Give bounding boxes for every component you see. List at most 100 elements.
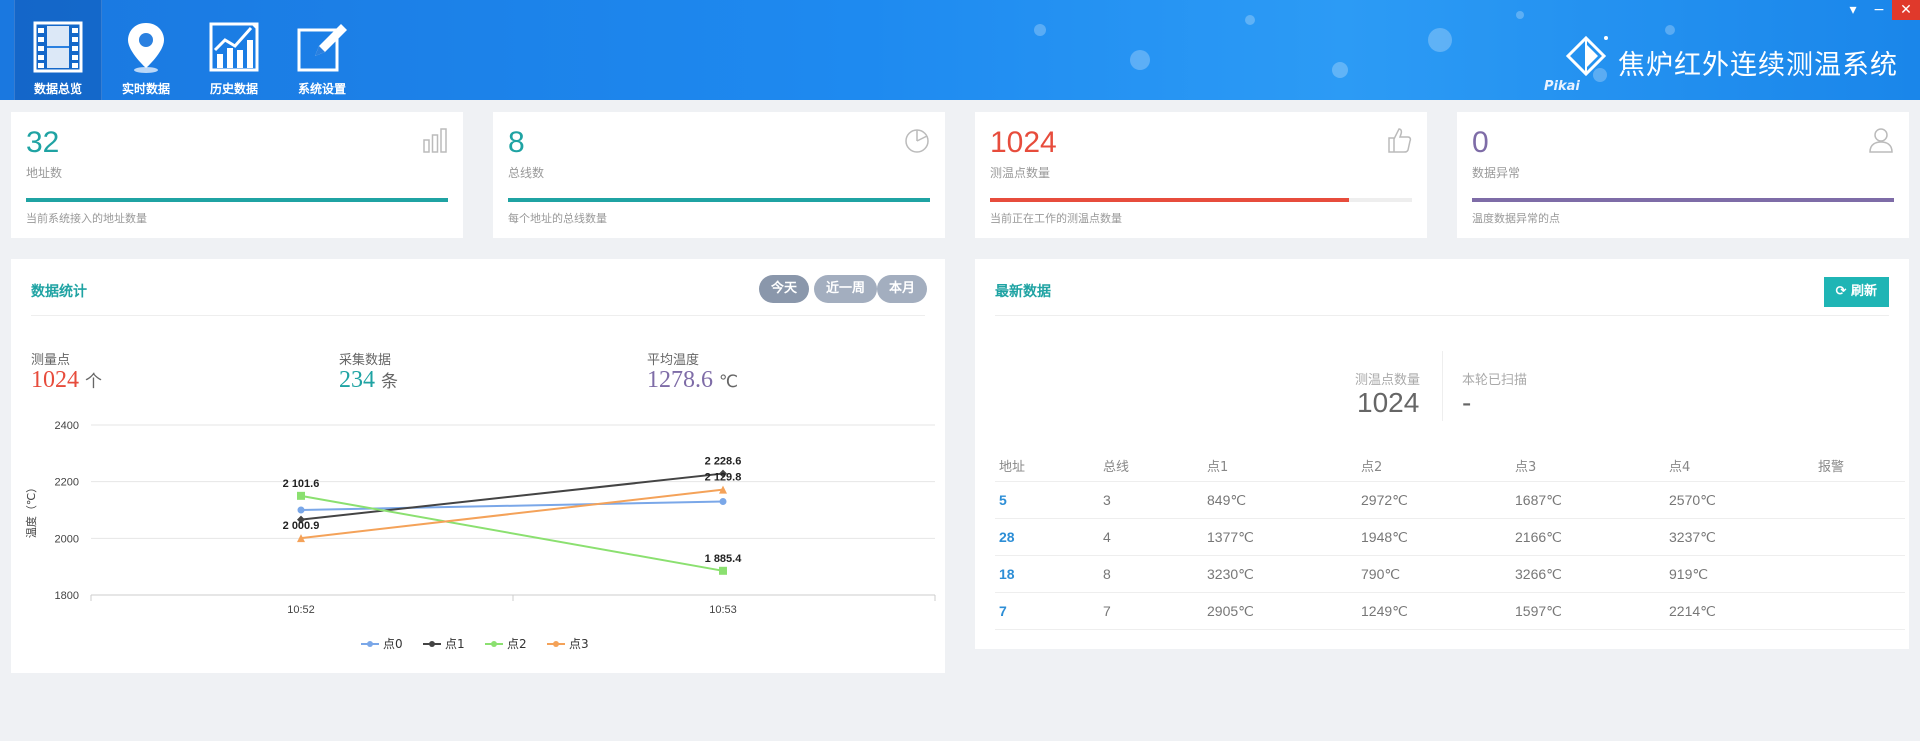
- col-header: 点4: [1665, 449, 1814, 482]
- today-button[interactable]: 今天: [758, 275, 809, 303]
- stat-card-anomaly: 0 数据异常 温度数据异常的点: [1457, 112, 1909, 238]
- y-tick-label: 2000: [55, 533, 79, 545]
- brand-sub: Pikai: [1544, 79, 1580, 94]
- col-header: 地址: [995, 449, 1099, 482]
- data-point: [719, 469, 727, 478]
- window-controls: ▾ − ✕: [1840, 0, 1920, 20]
- kpi-label: 采集数据: [339, 353, 392, 368]
- legend-item[interactable]: 点1: [423, 635, 465, 652]
- legend-item[interactable]: 点0: [361, 635, 403, 652]
- stat-label: 总线数: [508, 166, 545, 180]
- legend-swatch: [485, 640, 503, 647]
- address-link[interactable]: 7: [995, 592, 1099, 630]
- col-header: 点1: [1203, 449, 1357, 482]
- series-line-2: [300, 494, 724, 572]
- table-cell: 7: [1099, 592, 1203, 630]
- kpi-value: 1278.6 ℃: [647, 367, 738, 394]
- close-button[interactable]: ✕: [1892, 0, 1920, 20]
- stat-card-address: 32 地址数 当前系统接入的地址数量: [11, 112, 463, 238]
- thumbs-up-icon: [1388, 128, 1412, 153]
- table-cell: 2570℃: [1665, 481, 1814, 519]
- data-label: 2 000.9: [283, 520, 320, 532]
- edit-icon: [297, 24, 347, 72]
- divider: [31, 315, 925, 316]
- nav-system-settings[interactable]: 系统设置: [278, 0, 366, 100]
- table-cell: 919℃: [1665, 555, 1814, 593]
- table-cell: 3237℃: [1665, 518, 1814, 556]
- nav-history-data[interactable]: 历史数据: [190, 0, 278, 100]
- stat-value: 8: [508, 126, 525, 159]
- nav-label: 数据总览: [33, 82, 82, 96]
- table-cell: 3266℃: [1511, 555, 1665, 593]
- stat-value: 1024: [990, 126, 1057, 159]
- chart-legend: 点0 点1 点2 点3: [361, 635, 661, 651]
- stat-desc: 温度数据异常的点: [1472, 212, 1560, 225]
- panel-title: 最新数据: [995, 284, 1051, 300]
- series-line-3: [300, 488, 724, 540]
- legend-item[interactable]: 点2: [485, 635, 527, 652]
- app-title: 焦炉红外连续测温系统: [1618, 49, 1898, 81]
- legend-label: 点0: [383, 637, 403, 651]
- table-cell: [1814, 518, 1905, 556]
- stats-panel: 数据统计 今天 近一周 本月 测量点 1024 个 采集数据 234 条 平均温度 …: [11, 259, 945, 673]
- data-label: 2 101.6: [283, 478, 320, 490]
- table-cell: 8: [1099, 555, 1203, 593]
- series-line-1: [300, 472, 724, 521]
- data-label: 1 885.4: [705, 553, 743, 565]
- divider: [995, 315, 1889, 316]
- y-tick-label: 1800: [55, 590, 79, 602]
- legend-swatch: [361, 640, 379, 647]
- progress-fill: [508, 198, 930, 202]
- table-cell: 790℃: [1357, 555, 1511, 593]
- table-row: 28 4 1377℃ 1948℃ 2166℃ 3237℃: [995, 518, 1905, 556]
- address-link[interactable]: 18: [995, 555, 1099, 593]
- refresh-label: 刷新: [1850, 284, 1877, 299]
- month-button[interactable]: 本月: [876, 275, 927, 303]
- data-point: [297, 534, 305, 543]
- nav-label: 系统设置: [297, 82, 346, 96]
- main-nav: 数据总览 实时数据 历史数据 系统设置: [14, 0, 366, 100]
- kpi-unit: 条: [381, 372, 398, 392]
- data-point: [719, 498, 727, 505]
- progress-bar: [1472, 198, 1894, 202]
- col-header: 总线: [1099, 449, 1203, 482]
- summary-value: 1024: [1357, 387, 1420, 418]
- y-tick-label: 2200: [55, 477, 79, 489]
- menu-button[interactable]: ▾: [1849, 2, 1857, 18]
- kpi-unit: ℃: [719, 372, 739, 392]
- address-link[interactable]: 5: [995, 481, 1099, 519]
- bar-chart-icon: [423, 128, 447, 153]
- legend-item[interactable]: 点3: [547, 635, 589, 652]
- table-cell: 1597℃: [1511, 592, 1665, 630]
- progress-fill: [1472, 198, 1894, 202]
- brand: Pikai 焦炉红外连续测温系统: [1544, 34, 1898, 94]
- y-axis-label: 温度（℃）: [24, 482, 38, 538]
- table-cell: 2972℃: [1357, 481, 1511, 519]
- refresh-button[interactable]: ⟳ 刷新: [1823, 277, 1889, 307]
- stat-label: 地址数: [26, 166, 63, 180]
- progress-fill: [26, 198, 448, 202]
- brand-logo: Pikai: [1544, 34, 1614, 94]
- table-cell: [1814, 592, 1905, 630]
- data-point: [719, 485, 727, 494]
- address-link[interactable]: 28: [995, 518, 1099, 556]
- nav-realtime-data[interactable]: 实时数据: [102, 0, 190, 100]
- table-cell: 3: [1099, 481, 1203, 519]
- week-button[interactable]: 近一周: [813, 275, 877, 303]
- summary-divider: [1442, 351, 1443, 421]
- stat-desc: 当前正在工作的测温点数量: [990, 212, 1122, 225]
- table-row: 7 7 2905℃ 1249℃ 1597℃ 2214℃: [995, 592, 1905, 630]
- diamond-logo-icon: [1565, 35, 1608, 77]
- progress-bar: [990, 198, 1412, 202]
- table-cell: 849℃: [1203, 481, 1357, 519]
- nav-data-overview[interactable]: 数据总览: [14, 0, 102, 100]
- kpi-unit: 个: [85, 372, 102, 392]
- data-point: [297, 515, 305, 524]
- table-cell: 2214℃: [1665, 592, 1814, 630]
- minimize-button[interactable]: −: [1873, 2, 1885, 18]
- data-point: [297, 491, 305, 500]
- table-header-row: 地址 总线 点1 点2 点3 点4 报警: [995, 449, 1905, 482]
- legend-swatch: [423, 640, 441, 647]
- x-tick-label: 10:52: [287, 604, 315, 616]
- kpi-number: 1278.6: [647, 367, 713, 393]
